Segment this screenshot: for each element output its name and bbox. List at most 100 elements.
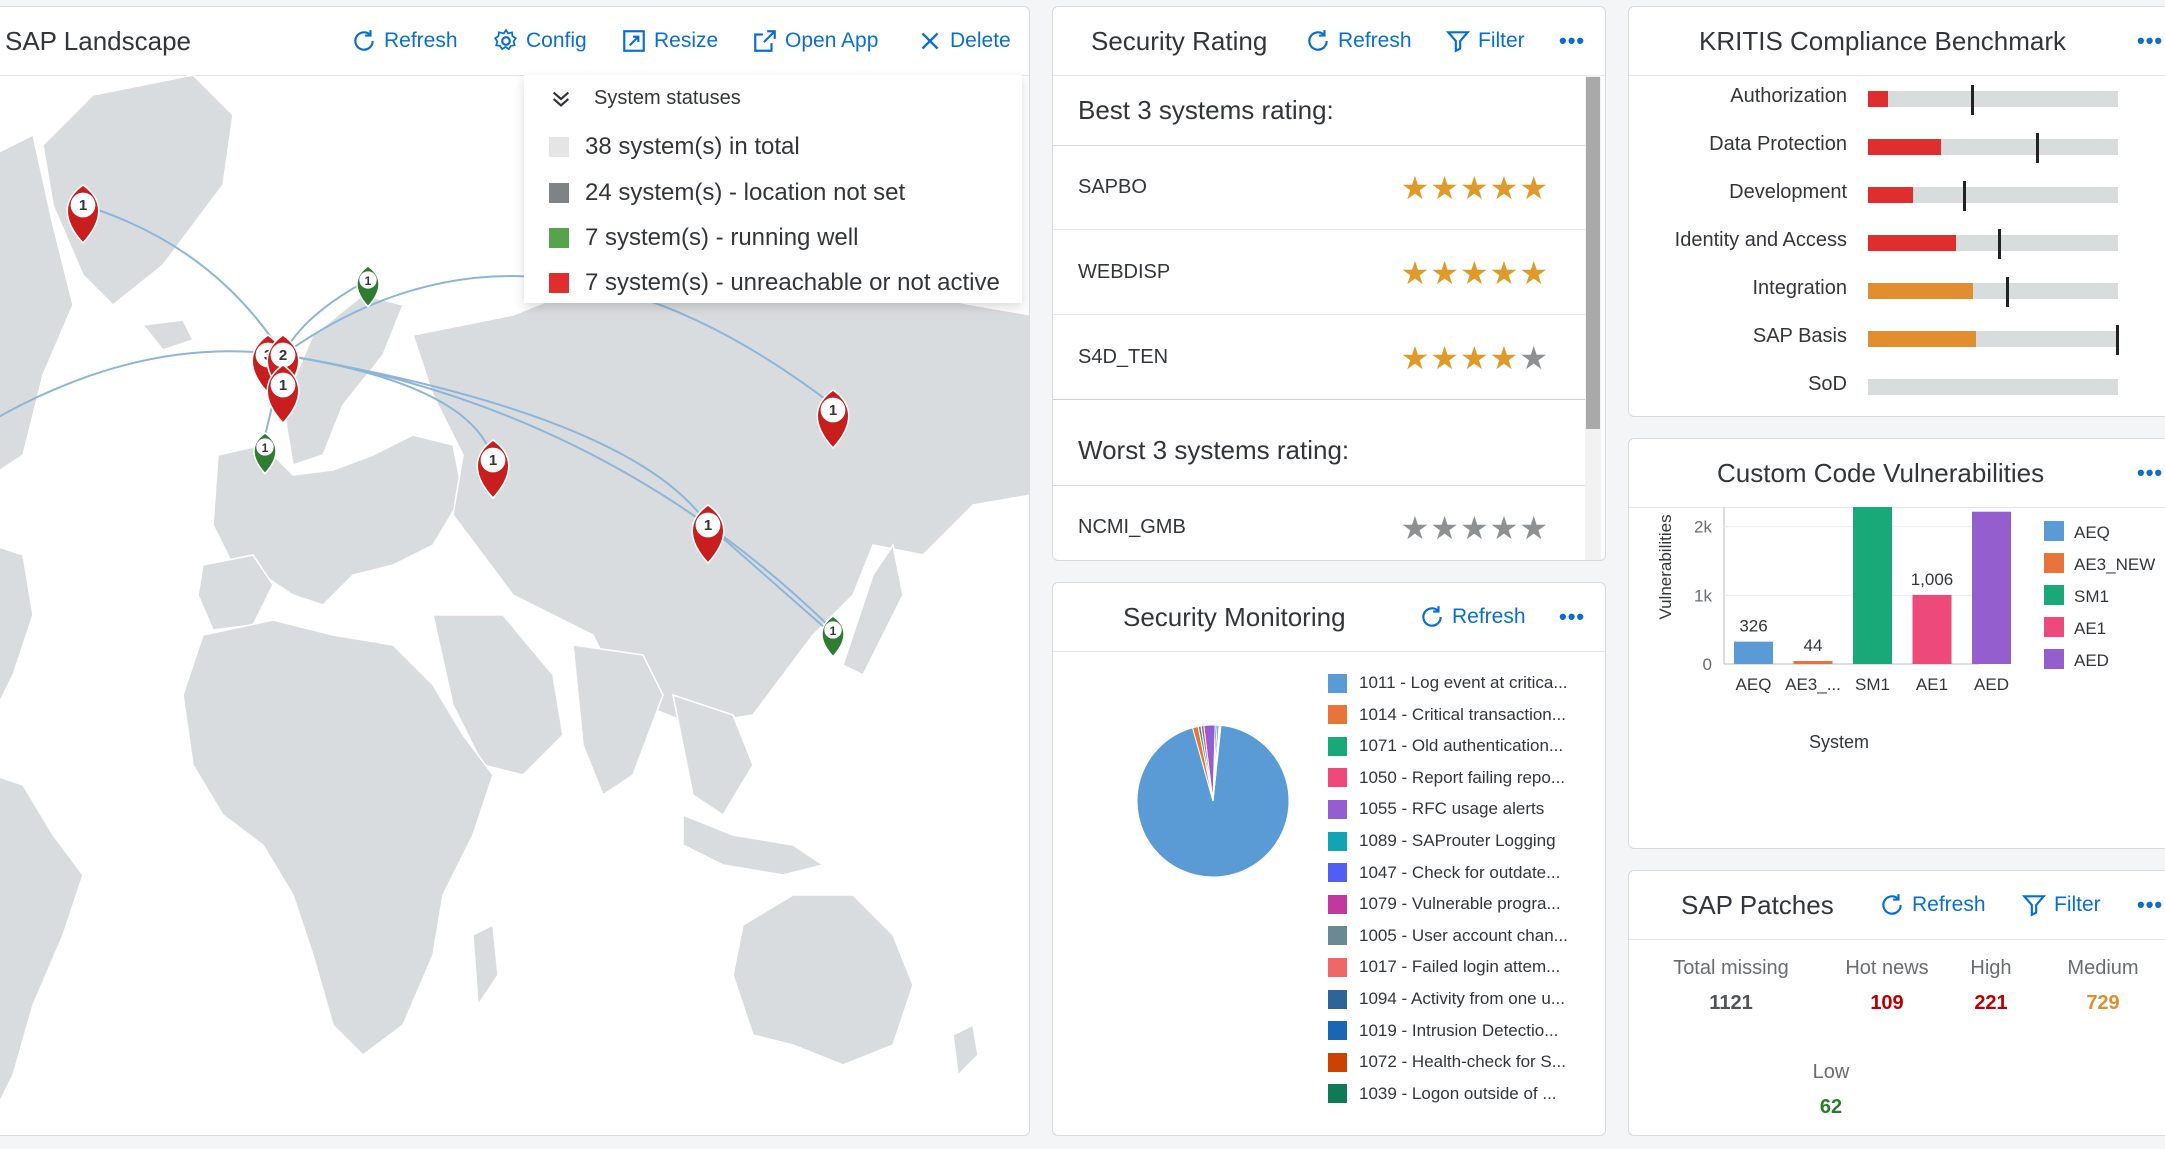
benchmark-row[interactable]: Identity and Access	[1629, 227, 2149, 259]
vuln-header: Custom Code Vulnerabilities •••	[1629, 439, 2165, 508]
pie-slice[interactable]	[1212, 724, 1222, 802]
monitoring-legend-item[interactable]: 1079 - Vulnerable progra...	[1328, 894, 1561, 914]
monitoring-legend-item[interactable]: 1014 - Critical transaction...	[1328, 705, 1566, 725]
divider	[1053, 485, 1585, 486]
star-filled-icon: ★	[1430, 254, 1460, 291]
patch-metric-high[interactable]: High 221	[1951, 957, 2031, 1015]
y-tick-label: 1k	[1694, 586, 1712, 605]
monitoring-legend-item[interactable]: 1072 - Health-check for S...	[1328, 1052, 1566, 1072]
monitoring-legend-item[interactable]: 1071 - Old authentication...	[1328, 736, 1563, 756]
sap-patches-card: SAP Patches Refresh Filter ••• Total mis…	[1628, 870, 2165, 1136]
benchmark-row[interactable]: SAP Basis	[1629, 323, 2149, 355]
star-rating: ★★★★★	[1401, 509, 1549, 547]
star-empty-icon: ★	[1519, 509, 1549, 546]
map-pin[interactable]: 1	[253, 432, 277, 475]
legend-label: 1005 - User account chan...	[1359, 925, 1568, 945]
refresh-icon	[1422, 606, 1442, 627]
refresh-button[interactable]: Refresh	[1305, 28, 1412, 54]
security-rating-card: Security Rating Refresh Filter ••• Best …	[1052, 6, 1606, 561]
legend-item: 7 system(s) - unreachable or not active	[549, 269, 1000, 297]
more-options-icon[interactable]: •••	[1559, 28, 1586, 53]
monitoring-legend-item[interactable]: 1050 - Report failing repo...	[1328, 768, 1565, 788]
metric-value: 221	[1974, 992, 2008, 1014]
sap-landscape-card: SAP Landscape Refresh Config Resize Open…	[0, 6, 1030, 1136]
monitoring-legend-item[interactable]: 1055 - RFC usage alerts	[1328, 799, 1544, 819]
monitoring-legend-item[interactable]: 1011 - Log event at critica...	[1328, 673, 1568, 693]
chart-legend-item[interactable]: AED	[2044, 649, 2109, 670]
rating-row[interactable]: SAPBO ★★★★★	[1053, 146, 1585, 230]
bar[interactable]	[1853, 507, 1892, 664]
bar[interactable]	[1972, 511, 2011, 664]
refresh-button[interactable]: Refresh	[351, 28, 458, 54]
rating-row[interactable]: NCMI_GMB ★★★★★	[1053, 486, 1585, 560]
vuln-title: Custom Code Vulnerabilities	[1717, 457, 2045, 488]
benchmark-row[interactable]: Integration	[1629, 275, 2149, 307]
benchmark-row[interactable]: Authorization	[1629, 83, 2149, 115]
bar[interactable]	[1793, 660, 1833, 664]
legend-header[interactable]: System statuses	[550, 87, 741, 110]
benchmark-row[interactable]: Data Protection	[1629, 131, 2149, 163]
monitoring-legend-item[interactable]: 1005 - User account chan...	[1328, 926, 1568, 946]
patches-header: SAP Patches Refresh Filter •••	[1629, 871, 2165, 940]
scrollbar-thumb[interactable]	[1586, 77, 1600, 429]
open-app-button[interactable]: Open App	[752, 28, 878, 54]
map-pin[interactable]: 1	[476, 439, 510, 500]
legend-label: 1017 - Failed login attem...	[1359, 957, 1561, 977]
refresh-button[interactable]: Refresh	[1879, 892, 1986, 918]
legend-label: 38 system(s) in total	[585, 133, 800, 160]
monitoring-legend-item[interactable]: 1094 - Activity from one u...	[1328, 989, 1565, 1009]
land-masses	[0, 75, 1029, 1103]
more-options-icon[interactable]: •••	[2137, 460, 2164, 485]
map-pin[interactable]: 1	[356, 265, 380, 308]
patch-metric-medium[interactable]: Medium 729	[2053, 957, 2153, 1015]
patch-metric-hot-news[interactable]: Hot news 109	[1827, 957, 1947, 1015]
legend-swatch	[1328, 894, 1347, 914]
refresh-button[interactable]: Refresh	[1419, 604, 1526, 630]
map-pin[interactable]: 1	[821, 615, 845, 658]
bar[interactable]	[1912, 594, 1952, 664]
gear-icon	[493, 28, 517, 51]
bar[interactable]	[1734, 641, 1773, 664]
monitoring-legend-item[interactable]: 1089 - SAProuter Logging	[1328, 831, 1556, 851]
pie-slice[interactable]	[1136, 724, 1290, 878]
chart-legend-item[interactable]: AEQ	[2044, 521, 2110, 542]
rating-row[interactable]: S4D_TEN ★★★★★	[1053, 316, 1585, 400]
monitoring-legend-item[interactable]: 1019 - Intrusion Detectio...	[1328, 1021, 1558, 1041]
world-map[interactable]: 1132111111	[0, 75, 1030, 1135]
chevron-double-down-icon[interactable]	[550, 88, 572, 110]
monitoring-legend-item[interactable]: 1017 - Failed login attem...	[1328, 957, 1560, 977]
pin-badge	[359, 271, 377, 289]
benchmark-row[interactable]: Development	[1629, 179, 2149, 211]
chart-legend-item[interactable]: SM1	[2044, 585, 2109, 606]
legend-swatch	[1328, 673, 1347, 693]
map-pin[interactable]: 1	[266, 364, 300, 425]
more-options-icon[interactable]: •••	[1559, 604, 1586, 629]
legend-swatch	[549, 183, 569, 203]
scrollbar[interactable]	[1585, 75, 1601, 560]
config-button[interactable]: Config	[493, 28, 587, 54]
chart-legend-item[interactable]: AE1	[2044, 617, 2106, 638]
filter-button[interactable]: Filter	[2021, 892, 2101, 918]
patch-metric-total[interactable]: Total missing 1121	[1661, 957, 1801, 1015]
star-empty-icon: ★	[1430, 509, 1460, 546]
map-pin[interactable]: 1	[691, 504, 725, 565]
chart-legend-item[interactable]: AE3_NEW	[2044, 553, 2155, 574]
monitoring-legend-item[interactable]: 1047 - Check for outdate...	[1328, 863, 1560, 883]
delete-button[interactable]: Delete	[917, 28, 1011, 54]
rating-row[interactable]: WEBDISP ★★★★★	[1053, 231, 1585, 315]
monitoring-pie-chart[interactable]	[1093, 681, 1333, 921]
resize-button[interactable]: Resize	[621, 28, 718, 54]
more-options-icon[interactable]: •••	[2137, 28, 2164, 53]
map-pin[interactable]: 1	[816, 389, 850, 450]
filter-button[interactable]: Filter	[1445, 28, 1525, 54]
legend-swatch	[1328, 1052, 1347, 1072]
patch-metric-low[interactable]: Low 62	[1781, 1061, 1881, 1119]
vulnerabilities-bar-chart[interactable]: 01k2k3kVulnerabilitiesSystem326AEQ44AE3_…	[1629, 507, 2165, 847]
more-options-icon[interactable]: •••	[2137, 892, 2164, 917]
legend-label: 1072 - Health-check for S...	[1359, 1052, 1566, 1072]
legend-swatch	[1328, 1084, 1347, 1104]
map-pin[interactable]: 1	[66, 184, 100, 245]
benchmark-row[interactable]: SoD	[1629, 371, 2149, 401]
monitoring-legend-item[interactable]: 1039 - Logon outside of ...	[1328, 1084, 1557, 1104]
benchmark-bar-track	[1868, 277, 2118, 307]
